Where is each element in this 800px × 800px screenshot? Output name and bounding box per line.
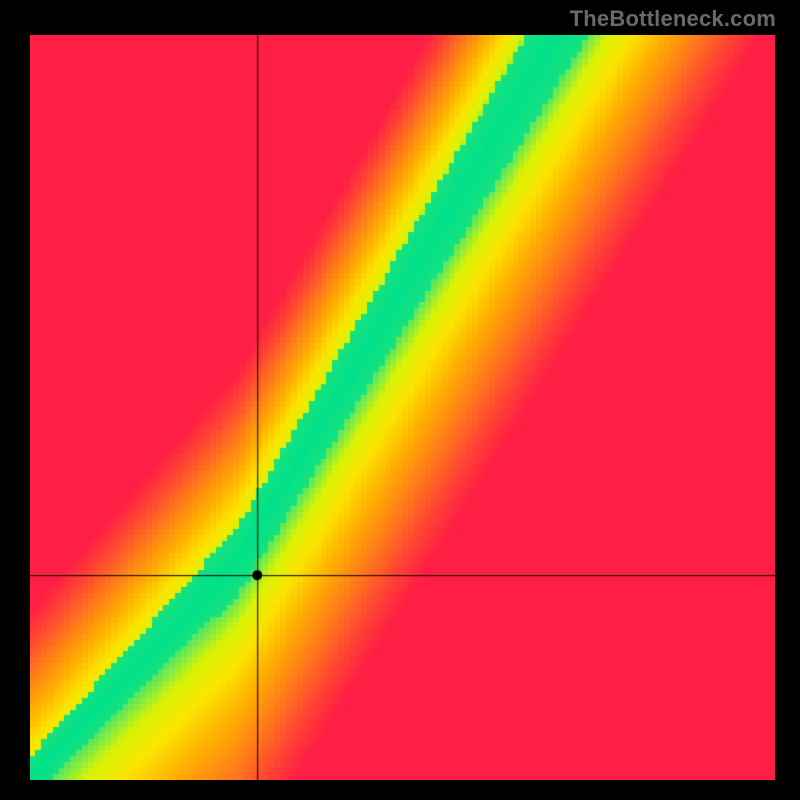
watermark-text: TheBottleneck.com — [570, 6, 776, 32]
bottleneck-heatmap — [30, 35, 775, 780]
